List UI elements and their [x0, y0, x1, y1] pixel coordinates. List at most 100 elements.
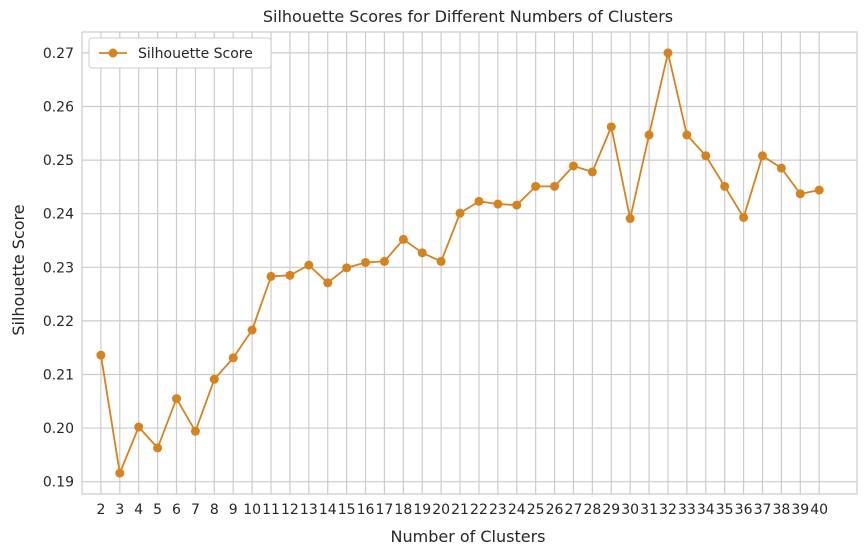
data-point: [757, 151, 767, 161]
x-tick-label: 29: [602, 502, 620, 518]
y-tick-label: 0.27: [43, 46, 74, 62]
data-point: [474, 196, 484, 206]
data-point: [663, 48, 673, 58]
x-tick-label: 34: [697, 502, 715, 518]
legend-marker-swatch: [108, 48, 118, 58]
x-tick-label: 27: [565, 502, 583, 518]
data-point: [739, 212, 749, 222]
y-tick-label: 0.25: [43, 153, 74, 169]
x-tick-label: 32: [659, 502, 677, 518]
data-point: [550, 181, 560, 191]
x-tick-label: 37: [754, 502, 772, 518]
plot-frame: [81, 31, 858, 495]
data-point: [606, 122, 616, 132]
x-tick-label: 31: [640, 502, 658, 518]
data-point: [228, 353, 238, 363]
x-tick-label: 2: [96, 502, 105, 518]
data-point: [417, 248, 427, 258]
data-point: [587, 167, 597, 177]
data-point: [568, 161, 578, 171]
data-point: [342, 263, 352, 273]
x-tick-label: 21: [451, 502, 469, 518]
x-tick-label: 5: [153, 502, 162, 518]
x-tick-label: 16: [357, 502, 375, 518]
data-point: [209, 374, 219, 384]
legend-label: Silhouette Score: [138, 46, 253, 62]
data-point: [247, 325, 257, 335]
data-point: [172, 394, 182, 404]
y-tick-label: 0.19: [43, 475, 74, 491]
x-tick-label: 22: [470, 502, 488, 518]
x-tick-label: 26: [546, 502, 564, 518]
data-point: [531, 181, 541, 191]
x-tick-label: 13: [300, 502, 318, 518]
data-point: [304, 260, 314, 270]
y-tick-label: 0.23: [43, 260, 74, 276]
x-tick-label: 24: [508, 502, 526, 518]
data-point: [682, 130, 692, 140]
data-point: [720, 181, 730, 191]
x-tick-label: 8: [210, 502, 219, 518]
x-tick-label: 9: [229, 502, 238, 518]
x-tick-label: 36: [735, 502, 753, 518]
data-point: [814, 185, 824, 195]
x-tick-label: 18: [394, 502, 412, 518]
data-point: [115, 468, 125, 478]
y-tick-label: 0.21: [43, 367, 74, 383]
x-tick-label: 17: [376, 502, 394, 518]
legend-box: [88, 37, 272, 69]
x-tick-label: 15: [338, 502, 356, 518]
legend: Silhouette Score: [88, 37, 272, 69]
x-tick-label: 19: [413, 502, 431, 518]
x-tick-label: 3: [115, 502, 124, 518]
x-tick-label: 35: [716, 502, 734, 518]
y-tick-label: 0.26: [43, 99, 74, 115]
data-point: [379, 256, 389, 266]
data-point: [285, 270, 295, 280]
data-point: [266, 271, 276, 281]
x-tick-label: 28: [583, 502, 601, 518]
x-tick-label: 14: [319, 502, 337, 518]
x-tick-label: 38: [772, 502, 790, 518]
chart-title: Silhouette Scores for Different Numbers …: [263, 7, 673, 26]
data-point: [398, 234, 408, 244]
x-tick-label: 23: [489, 502, 507, 518]
grid-lines: [82, 32, 857, 494]
x-tick-label: 30: [621, 502, 639, 518]
data-point: [153, 443, 163, 453]
x-tick-label: 10: [243, 502, 261, 518]
data-point: [436, 256, 446, 266]
x-tick-label: 39: [791, 502, 809, 518]
data-point: [361, 257, 371, 267]
data-point: [190, 426, 200, 436]
data-point: [776, 163, 786, 173]
data-point: [701, 151, 711, 161]
y-tick-label: 0.20: [43, 421, 74, 437]
x-tick-label: 33: [678, 502, 696, 518]
x-axis-label: Number of Clusters: [391, 527, 546, 546]
data-point: [323, 278, 333, 288]
y-tick-label: 0.22: [43, 314, 74, 330]
data-point: [493, 199, 503, 209]
y-tick-label: 0.24: [43, 207, 74, 223]
x-tick-label: 25: [527, 502, 545, 518]
data-point: [625, 214, 635, 224]
data-point: [644, 130, 654, 140]
x-tick-label: 12: [281, 502, 299, 518]
x-tick-label: 11: [262, 502, 280, 518]
x-tick-label: 40: [810, 502, 828, 518]
data-point: [134, 422, 144, 432]
data-point: [512, 200, 522, 210]
x-tick-label: 6: [172, 502, 181, 518]
series: [96, 48, 824, 478]
x-tick-label: 4: [134, 502, 143, 518]
data-point: [96, 350, 106, 360]
y-axis-label: Silhouette Score: [9, 204, 28, 335]
x-tick-label: 7: [191, 502, 200, 518]
data-point: [455, 208, 465, 218]
data-point: [795, 189, 805, 199]
x-tick-label: 20: [432, 502, 450, 518]
axes: 2 3 4 5 6 7 8 9 10 11 12 13 14 15 16 17 18 19 20 21 22 23 24 25…: [43, 31, 858, 518]
